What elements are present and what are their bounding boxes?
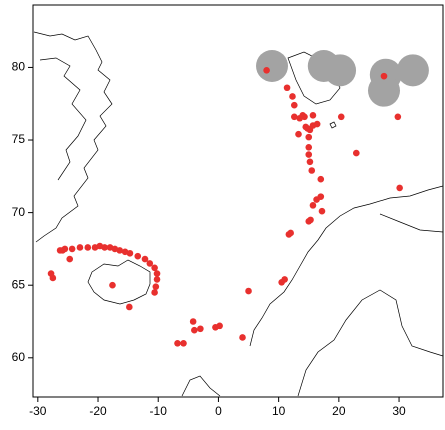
y-tick-label: 80	[12, 60, 26, 74]
y-tick-label: 70	[12, 205, 26, 219]
greenland-coast	[33, 31, 113, 243]
y-tick-label: 65	[12, 277, 26, 291]
red-point	[59, 247, 66, 254]
red-point	[305, 151, 313, 158]
greenland-fjords	[39, 57, 87, 181]
red-point	[302, 123, 310, 131]
red-point	[318, 207, 326, 215]
plot-frame	[32, 4, 444, 398]
baltic-coast	[297, 289, 444, 397]
y-tick-label: 75	[12, 132, 26, 146]
red-point	[299, 112, 307, 119]
red-point	[141, 255, 149, 263]
iceland	[87, 259, 151, 305]
red-point	[191, 326, 198, 334]
scandinavia-coast	[249, 185, 444, 347]
red-point	[305, 133, 313, 141]
red-point	[116, 247, 123, 254]
x-tick-label: 30	[392, 404, 406, 418]
red-point	[353, 149, 360, 157]
red-point	[101, 244, 108, 251]
red-point	[305, 143, 313, 151]
red-point	[153, 276, 161, 283]
red-point	[287, 229, 294, 237]
red-point	[174, 339, 181, 347]
red-point	[151, 264, 158, 272]
gray-blob	[367, 74, 400, 107]
red-point	[109, 281, 116, 289]
red-point	[263, 67, 270, 74]
red-point	[126, 303, 133, 311]
red-point	[197, 325, 204, 333]
red-point	[68, 245, 76, 253]
red-point	[394, 113, 402, 121]
red-point	[290, 101, 298, 109]
red-point	[308, 167, 316, 174]
red-point	[245, 287, 252, 295]
red-point	[396, 184, 403, 192]
red-point	[134, 252, 142, 260]
red-point	[283, 84, 291, 92]
red-point	[84, 244, 92, 251]
red-point	[152, 283, 160, 290]
red-point	[295, 130, 302, 138]
coastlines	[33, 31, 444, 397]
red-point	[317, 193, 325, 200]
x-tick-label: -20	[89, 404, 107, 418]
red-point	[380, 72, 388, 80]
bear-island	[329, 121, 337, 129]
red-point	[180, 339, 187, 347]
red-point	[151, 289, 158, 296]
red-point	[290, 113, 298, 121]
red-point	[317, 175, 325, 183]
red-point	[306, 158, 314, 166]
red-point	[153, 270, 161, 277]
gray-blob	[396, 54, 429, 87]
red-point	[66, 255, 74, 263]
gray-blob	[256, 49, 289, 82]
red-point	[309, 202, 317, 209]
x-tick-label: 0	[215, 404, 222, 418]
red-point	[189, 318, 197, 325]
gray-blob	[324, 54, 357, 87]
red-point	[49, 274, 57, 282]
red-point	[337, 113, 345, 121]
y-tick-label: 60	[12, 350, 26, 364]
kola-coast	[379, 213, 444, 233]
red-point	[289, 93, 296, 100]
red-point	[309, 112, 317, 119]
red-point	[216, 322, 223, 330]
x-tick-label: 20	[332, 404, 346, 418]
red-point	[307, 216, 314, 224]
red-point	[313, 120, 321, 128]
red-point	[146, 260, 154, 267]
red-point	[239, 334, 246, 341]
denmark	[181, 375, 221, 397]
red-point	[76, 244, 84, 251]
x-tick-label: -10	[150, 404, 168, 418]
x-tick-label: -30	[29, 404, 47, 418]
red-point	[126, 249, 134, 257]
x-tick-label: 10	[272, 404, 286, 418]
red-point	[281, 276, 288, 283]
